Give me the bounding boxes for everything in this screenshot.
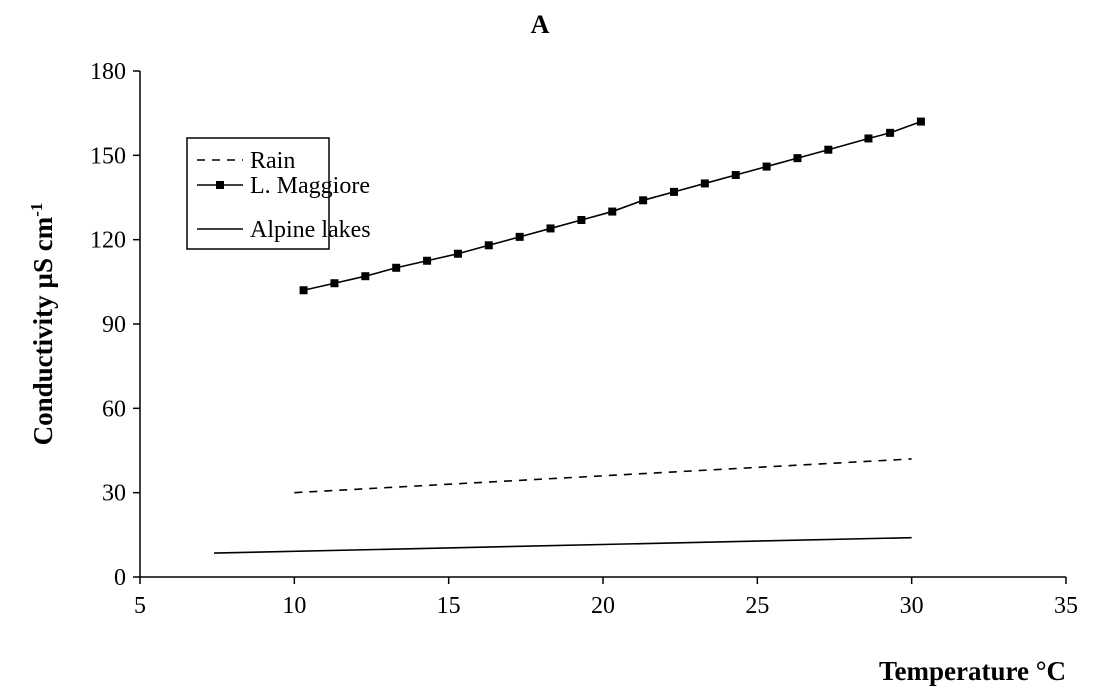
point-marker (700, 179, 709, 188)
point-marker (515, 232, 524, 241)
point-marker (916, 117, 925, 126)
y-tick-label: 60 (102, 396, 126, 422)
legend-marker (216, 181, 224, 189)
point-marker (608, 207, 617, 216)
y-tick-label: 150 (90, 143, 126, 169)
point-marker (639, 196, 648, 205)
series-line (214, 536, 912, 554)
y-tick-label: 120 (90, 228, 126, 254)
point-marker (330, 279, 339, 288)
point-marker (392, 263, 401, 272)
x-axis-label: Temperature °C (879, 656, 1066, 686)
point-marker (577, 215, 586, 224)
x-tick-label: 10 (282, 593, 306, 619)
point-marker (731, 171, 740, 180)
x-tick-label: 35 (1054, 593, 1078, 619)
x-tick-label: 5 (134, 593, 146, 619)
y-tick-label: 90 (102, 312, 126, 338)
point-marker (453, 249, 462, 258)
point-marker (546, 224, 555, 233)
point-marker (886, 128, 895, 137)
y-tick-label: 30 (102, 481, 126, 507)
point-marker (824, 145, 833, 154)
y-tick-label: 180 (90, 59, 126, 85)
legend-label: Alpine lakes (250, 217, 371, 243)
point-marker (299, 286, 308, 295)
point-marker (762, 162, 771, 171)
y-axis-label-text: Conductivity µS cm (28, 216, 58, 445)
x-tick-label: 20 (591, 593, 615, 619)
x-tick-label: 15 (437, 593, 461, 619)
series-line (294, 458, 912, 494)
point-marker (864, 134, 873, 143)
point-marker (423, 256, 432, 265)
legend-label: Rain (250, 148, 295, 174)
x-tick-label: 25 (745, 593, 769, 619)
point-marker (484, 241, 493, 250)
x-tick-label: 30 (900, 593, 924, 619)
y-axis-label: Conductivity µS cm-1 (27, 203, 58, 446)
y-axis-label-superscript: -1 (27, 203, 46, 217)
point-marker (361, 272, 370, 281)
y-tick-label: 0 (114, 565, 126, 591)
legend (186, 137, 330, 250)
point-marker (793, 154, 802, 163)
chart-title: A (531, 10, 550, 39)
legend-label: L. Maggiore (250, 173, 370, 199)
point-marker (669, 187, 678, 196)
